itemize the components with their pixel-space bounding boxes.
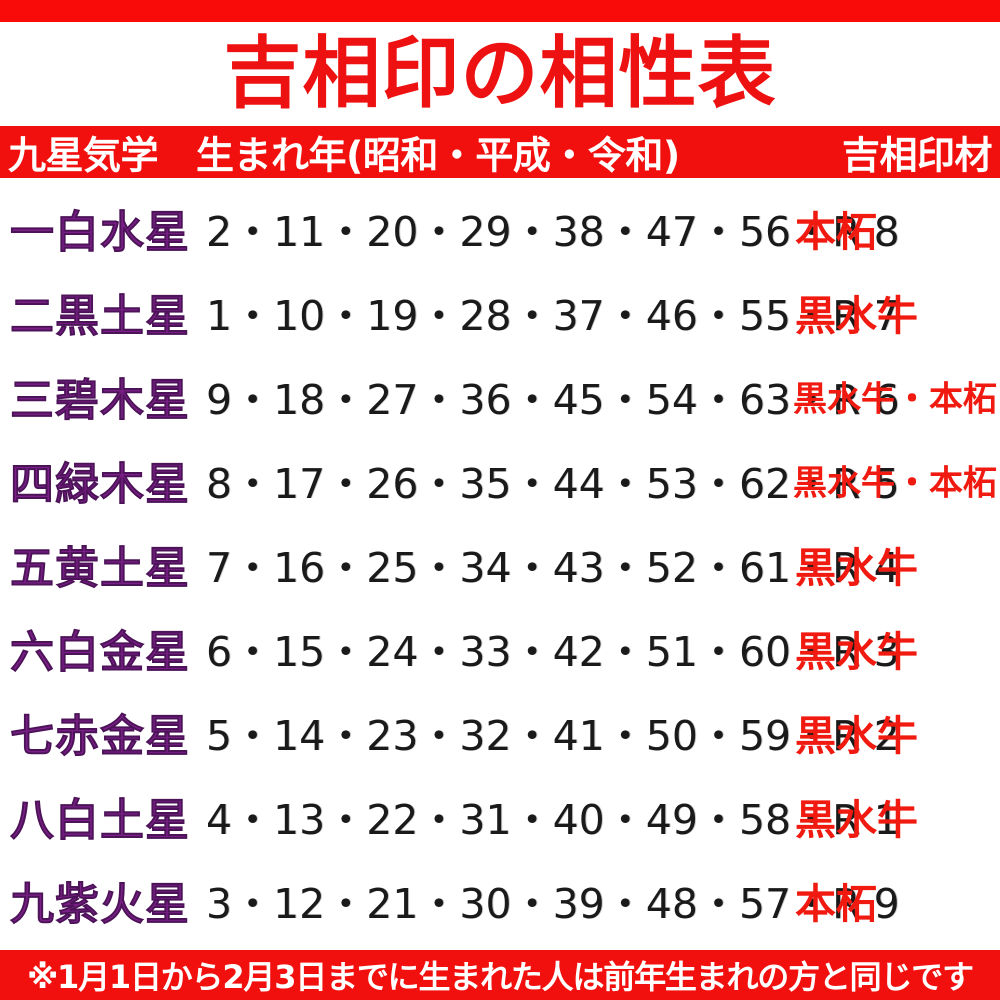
column-header-nine-star: 九星気学 (8, 133, 159, 178)
cell-seal-material: 黒水牛・本柘 (793, 379, 997, 420)
cell-seal-material: 黒水牛・本柘 (793, 463, 997, 504)
top-accent-bar (0, 0, 1000, 22)
footer-note: ※1月1日から2月3日までに生まれた人は前年生まれの方と同じです (0, 950, 1000, 1000)
page-title: 吉相印の相性表 (223, 29, 777, 119)
cell-birth-years: 2・11・20・29・38・47・56・R 8 (206, 208, 900, 256)
cell-nine-star: 六白金星 (10, 627, 190, 679)
table-body: 一白水星 2・11・20・29・38・47・56・R 8 本柘 二黒土星 1・1… (0, 186, 1000, 942)
table-row: 四緑木星 8・17・26・35・44・53・62・R 5 黒水牛・本柘 (0, 438, 1000, 522)
cell-seal-material: 黒水牛 (795, 292, 918, 340)
table-row: 三碧木星 9・18・27・36・45・54・63・R 6 黒水牛・本柘 (0, 354, 1000, 438)
table-row: 九紫火星 3・12・21・30・39・48・57・R 9 本柘 (0, 858, 1000, 942)
cell-nine-star: 一白水星 (10, 207, 190, 259)
table-row: 二黒土星 1・10・19・28・37・46・55・R 7 黒水牛 (0, 270, 1000, 354)
cell-seal-material: 本柘 (795, 880, 877, 928)
cell-birth-years: 4・13・22・31・40・49・58・R 1 (206, 796, 900, 844)
cell-birth-years: 7・16・25・34・43・52・61・R 4 (206, 544, 900, 592)
table-row: 一白水星 2・11・20・29・38・47・56・R 8 本柘 (0, 186, 1000, 270)
cell-seal-material: 黒水牛 (795, 628, 918, 676)
cell-nine-star: 七赤金星 (10, 711, 190, 763)
cell-seal-material: 本柘 (795, 208, 877, 256)
cell-birth-years: 3・12・21・30・39・48・57・R 9 (206, 880, 900, 928)
cell-birth-years: 8・17・26・35・44・53・62・R 5 (206, 460, 900, 508)
table-header-row: 九星気学 生まれ年(昭和・平成・令和) 吉相印材 (0, 126, 1000, 178)
cell-seal-material: 黒水牛 (795, 796, 918, 844)
cell-nine-star: 八白土星 (10, 795, 190, 847)
table-row: 五黄土星 7・16・25・34・43・52・61・R 4 黒水牛 (0, 522, 1000, 606)
cell-nine-star: 三碧木星 (10, 375, 190, 427)
cell-birth-years: 6・15・24・33・42・51・60・R 3 (206, 628, 900, 676)
cell-seal-material: 黒水牛 (795, 544, 918, 592)
cell-seal-material: 黒水牛 (795, 712, 918, 760)
table-row: 八白土星 4・13・22・31・40・49・58・R 1 黒水牛 (0, 774, 1000, 858)
cell-nine-star: 五黄土星 (10, 543, 190, 595)
table-row: 六白金星 6・15・24・33・42・51・60・R 3 黒水牛 (0, 606, 1000, 690)
cell-birth-years: 5・14・23・32・41・50・59・R 2 (206, 712, 900, 760)
cell-nine-star: 九紫火星 (10, 879, 190, 931)
cell-birth-years: 1・10・19・28・37・46・55・R 7 (206, 292, 900, 340)
cell-birth-years: 9・18・27・36・45・54・63・R 6 (206, 376, 900, 424)
cell-nine-star: 二黒土星 (10, 291, 190, 343)
column-header-seal-material: 吉相印材 (841, 133, 993, 178)
column-header-birth-year: 生まれ年(昭和・平成・令和) (196, 133, 680, 178)
table-row: 七赤金星 5・14・23・32・41・50・59・R 2 黒水牛 (0, 690, 1000, 774)
cell-nine-star: 四緑木星 (10, 459, 190, 511)
